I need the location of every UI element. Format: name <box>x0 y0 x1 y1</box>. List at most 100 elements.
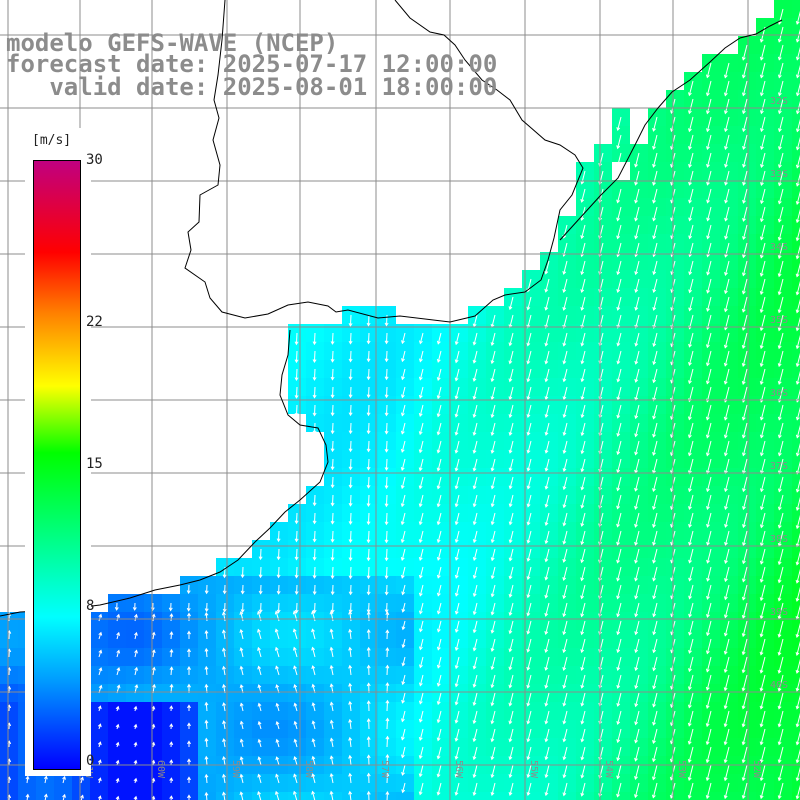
wind-arrow-shaft <box>509 728 514 742</box>
wind-arrow-head <box>688 631 692 636</box>
wind-arrow-shaft <box>652 152 658 168</box>
wind-arrow-shaft <box>706 80 712 96</box>
wind-arrow-shaft <box>581 386 586 400</box>
wind-arrow-head <box>490 485 495 490</box>
wind-arrow-head <box>580 450 585 455</box>
wind-arrow-shaft <box>796 622 800 638</box>
wind-arrow-head <box>222 665 226 670</box>
wind-arrow-shaft <box>349 719 352 730</box>
wind-arrow-shaft <box>635 170 640 185</box>
wind-arrow-shaft <box>98 667 102 676</box>
wind-arrow-shaft <box>581 422 586 436</box>
wind-arrow-shaft <box>725 206 730 221</box>
wind-arrow-head <box>688 199 692 204</box>
wind-arrow-head <box>580 504 585 509</box>
wind-arrow-shaft <box>419 512 424 525</box>
wind-arrow-head <box>454 647 459 652</box>
wind-arrow-shaft <box>312 647 316 658</box>
wind-arrow-shaft <box>509 566 514 579</box>
wind-arrow-head <box>418 539 423 544</box>
wind-arrow-head <box>508 467 513 472</box>
wind-arrow-head <box>795 309 800 314</box>
wind-arrow-shaft <box>437 692 442 705</box>
wind-arrow-head <box>688 128 692 133</box>
wind-arrow-head <box>795 291 800 296</box>
wind-arrow-shaft <box>653 188 658 203</box>
wind-arrow-shaft <box>581 206 586 221</box>
wind-arrow-shaft <box>455 350 460 363</box>
wind-arrow-head <box>723 110 728 115</box>
wind-arrow-head <box>385 629 390 634</box>
wind-arrow-shaft <box>724 98 730 114</box>
wind-arrow-head <box>706 506 710 511</box>
wind-arrow-head <box>508 431 513 436</box>
wind-arrow-head <box>562 702 567 707</box>
wind-arrow-shaft <box>401 512 406 525</box>
wind-arrow-shaft <box>385 548 388 561</box>
wind-arrow-shaft <box>313 422 316 434</box>
wind-arrow-head <box>723 434 728 439</box>
wind-arrow-head <box>330 430 335 435</box>
wind-arrow-shaft <box>331 350 334 362</box>
wind-arrow-head <box>544 594 549 599</box>
wind-arrow-shaft <box>760 602 766 619</box>
wind-arrow-shaft <box>419 638 424 650</box>
wind-arrow-shaft <box>545 584 550 598</box>
wind-arrow-shaft <box>706 602 712 618</box>
wind-arrow-shaft <box>205 666 208 676</box>
wind-arrow-head <box>562 468 567 473</box>
wind-arrow-shaft <box>367 458 370 470</box>
wind-arrow-shaft <box>455 656 460 669</box>
wind-arrow-head <box>366 539 371 544</box>
wind-arrow-shaft <box>509 656 514 670</box>
wind-arrow-head <box>705 795 710 800</box>
wind-arrow-shaft <box>760 512 766 528</box>
wind-arrow-head <box>366 376 371 381</box>
wind-arrow-head <box>472 449 477 454</box>
wind-arrow-head <box>221 647 226 652</box>
wind-arrow-head <box>777 363 782 368</box>
wind-arrow-shaft <box>778 44 784 60</box>
wind-arrow-head <box>580 702 585 707</box>
wind-arrow-shaft <box>509 584 514 598</box>
wind-arrow-shaft <box>527 548 532 562</box>
wind-arrow-head <box>436 521 441 526</box>
wind-arrow-shaft <box>419 386 424 398</box>
wind-arrow-head <box>795 705 800 710</box>
wind-arrow-head <box>652 577 657 582</box>
wind-arrow-head <box>544 540 549 545</box>
wind-arrow-shaft <box>706 368 712 384</box>
wind-arrow-shaft <box>778 296 784 313</box>
wind-arrow-head <box>742 506 746 511</box>
wind-arrow-shaft <box>724 296 730 312</box>
wind-arrow-shaft <box>419 746 424 759</box>
wind-arrow-head <box>526 539 531 544</box>
wind-arrow-head <box>508 575 513 580</box>
wind-arrow-shaft <box>634 746 640 761</box>
wind-arrow-shaft <box>760 548 766 564</box>
wind-arrow-head <box>257 738 262 743</box>
wind-arrow-head <box>186 607 191 612</box>
wind-arrow-shaft <box>634 764 640 780</box>
wind-arrow-shaft <box>545 512 550 526</box>
wind-arrow-head <box>98 631 103 636</box>
wind-arrow-shaft <box>437 566 442 578</box>
wind-arrow-shaft <box>617 620 622 635</box>
wind-arrow-head <box>472 485 477 490</box>
wind-arrow-head <box>169 648 174 653</box>
wind-arrow-head <box>418 431 423 436</box>
wind-arrow-shaft <box>455 440 460 453</box>
wind-arrow-head <box>562 684 567 689</box>
wind-cell <box>792 522 800 540</box>
wind-arrow-shaft <box>742 98 748 114</box>
wind-arrow-shaft <box>778 62 784 78</box>
wind-arrow-shaft <box>152 650 155 658</box>
wind-arrow-head <box>759 578 764 583</box>
wind-arrow-shaft <box>724 638 730 655</box>
wind-arrow-head <box>366 754 371 759</box>
wind-arrow-head <box>400 736 405 741</box>
wind-arrow-shaft <box>386 700 389 712</box>
wind-arrow-shaft <box>563 602 568 617</box>
wind-arrow-shaft <box>742 764 748 781</box>
